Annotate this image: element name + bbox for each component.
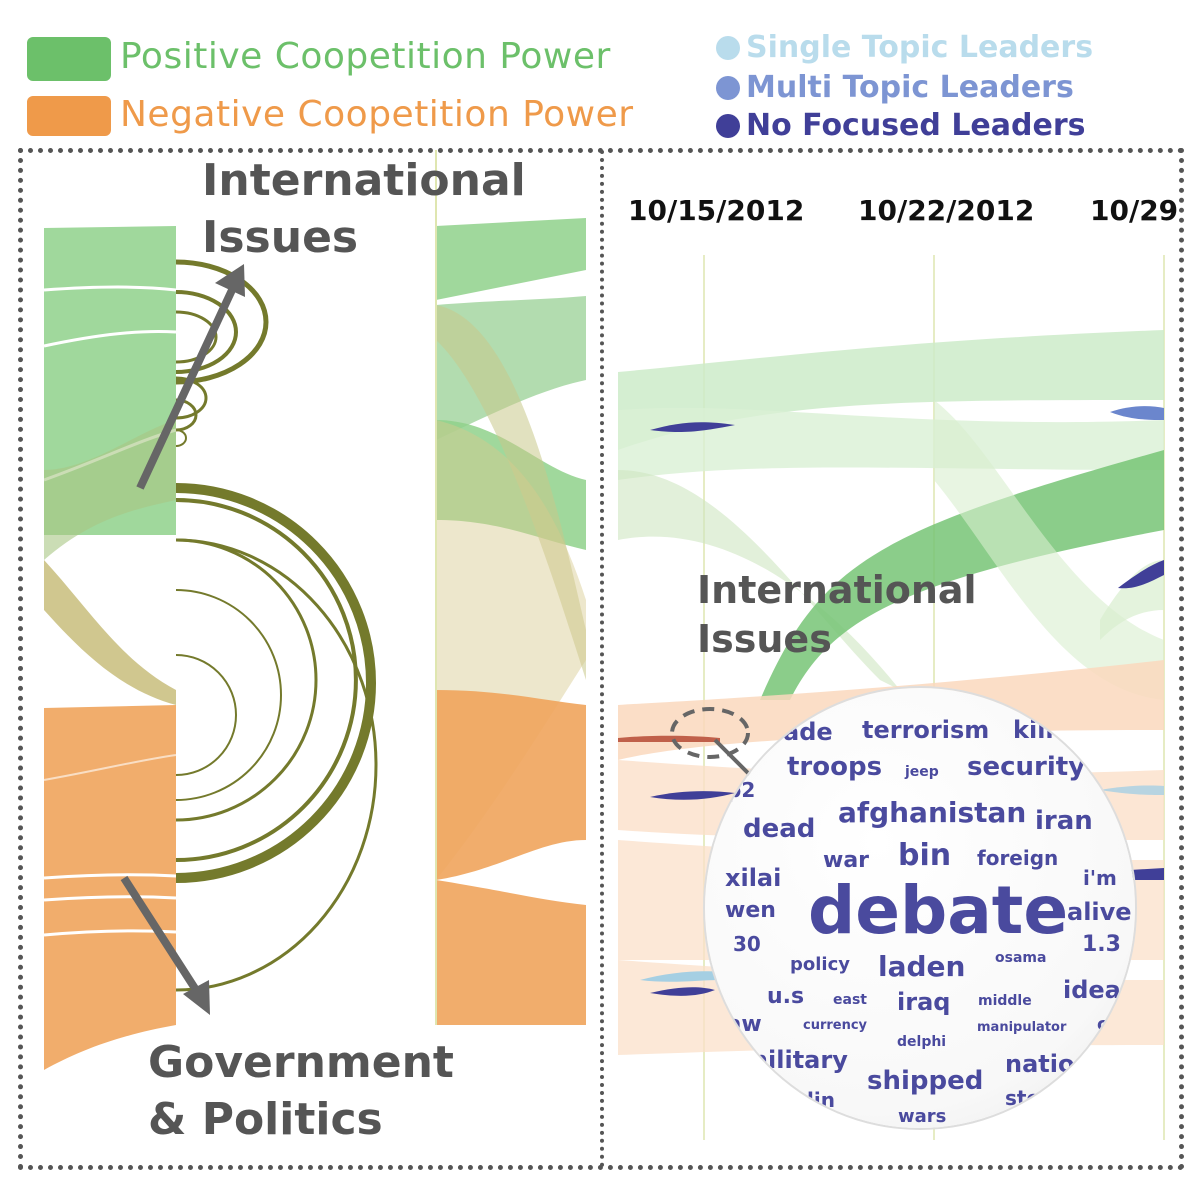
coopetition-arcs [175,259,378,992]
word-middle: middle [978,993,1032,1009]
word-ade: ade [783,718,833,746]
left-international-label: International Issues [202,152,526,266]
word-30: 30 [733,932,761,956]
word-ci: ci [1097,1014,1114,1035]
no-focused-dot-icon [716,113,740,138]
word-1-3: 1.3 [1082,932,1121,957]
panel-divider [600,150,604,1168]
word-law: law [719,1012,762,1037]
word-sto: sto [1005,1086,1041,1110]
word-bin: bin [898,838,952,873]
word-security: security [967,752,1086,782]
word-military: military [743,1046,848,1074]
right-international-label: International Issues [697,566,977,665]
left-middle-flows [435,150,586,1025]
date-label-1: 10/15/2012 [628,194,805,227]
no-focused-leaders-legend: No Focused Leaders [716,108,1086,143]
left-government-label: Government & Politics [148,1034,454,1148]
word-p2: p2 [727,778,756,802]
word-xilai: xilai [725,864,782,892]
word-kill: kill [1013,716,1054,744]
word-shipped: shipped [867,1066,984,1096]
word-foreign: foreign [977,846,1059,870]
word-jeep: jeep [905,764,939,780]
word-policy: policy [790,954,850,975]
left-government-line1: Government [148,1037,454,1088]
date-label-3: 10/29 [1090,194,1179,227]
word-laden: laden [878,950,966,983]
negative-power-label: Negative Coopetition Power [120,94,634,135]
positive-power-label: Positive Coopetition Power [120,36,611,77]
left-international-line1: International [202,155,526,206]
positive-power-swatch [27,37,111,81]
word-wars: wars [898,1106,947,1127]
word-idea: idea [1063,976,1121,1004]
word-war: war [823,848,870,873]
word-delphi: delphi [897,1034,947,1050]
word-iran: iran [1035,806,1093,836]
word-wen: wen [725,898,776,923]
negative-power-swatch [27,96,111,136]
single-topic-dot-icon [716,35,740,60]
multi-topic-dot-icon [716,75,740,100]
word-nation: nation [1005,1050,1092,1078]
word-troops: troops [787,752,883,782]
word-alive: alive [1067,898,1132,926]
word-cloud: ade terrorism kill troops jeep security … [705,688,1135,1128]
left-government-line2: & Politics [148,1094,383,1146]
highlight-circle [670,707,750,759]
multi-topic-label: Multi Topic Leaders [746,70,1074,105]
word-afghanistan: afghanistan [838,796,1027,829]
word-currency: currency [803,1018,868,1033]
no-focused-label: No Focused Leaders [746,108,1086,143]
left-positive-block [43,226,177,705]
word-lin: lin [807,1088,835,1112]
right-international-line2: Issues [697,617,832,662]
single-topic-label: Single Topic Leaders [746,30,1094,65]
word-osama: osama [995,950,1047,966]
multi-topic-leaders-legend: Multi Topic Leaders [716,70,1074,105]
right-international-line1: International [697,568,977,612]
single-topic-leaders-legend: Single Topic Leaders [716,30,1093,65]
left-international-line2: Issues [202,212,359,264]
date-label-2: 10/22/2012 [858,194,1035,227]
word-iraq: iraq [897,988,951,1016]
word-east: east [833,992,867,1008]
word-manipulator: manipulator [977,1020,1067,1035]
word-im: i'm [1083,866,1117,890]
word-debate: debate [808,872,1069,949]
arrows [120,264,245,1015]
word-terrorism: terrorism [862,716,990,744]
word-us: u.s [767,984,805,1009]
word-dead: dead [743,814,816,844]
left-negative-block [43,705,177,1070]
